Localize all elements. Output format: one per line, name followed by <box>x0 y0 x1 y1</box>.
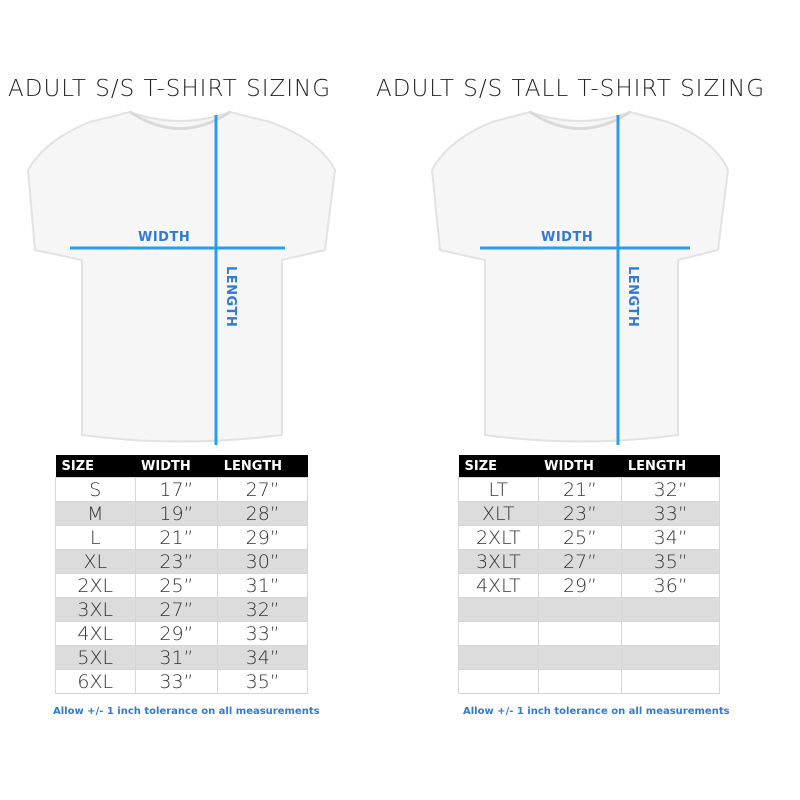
table-cell <box>458 597 539 622</box>
table-row <box>458 669 720 694</box>
table-row: S 17” 27” <box>55 477 308 502</box>
column-header: SIZE <box>55 455 136 478</box>
table-cell: 29” <box>134 621 219 646</box>
table-row: M 19” 28” <box>55 501 308 526</box>
table-cell: 32” <box>621 477 720 502</box>
table-cell <box>537 597 623 622</box>
table-cell: 27” <box>537 549 623 574</box>
table-cell <box>621 597 720 622</box>
table-cell: 27” <box>134 597 219 622</box>
table-cell: XL <box>55 549 136 574</box>
table-cell <box>537 669 623 694</box>
column-header: WIDTH <box>135 455 218 478</box>
column-header: WIDTH <box>538 455 622 478</box>
table-row: 2XLT 25” 34” <box>458 525 720 550</box>
table-cell: 32” <box>217 597 308 622</box>
table-cell <box>621 621 720 646</box>
table-row: 3XLT 27” 35” <box>458 549 720 574</box>
length-label-left: LENGTH <box>223 266 238 328</box>
table-row: 2XL 25” 31” <box>55 573 308 598</box>
table-row: XL 23” 30” <box>55 549 308 574</box>
table-cell: 30” <box>217 549 308 574</box>
left-title: ADULT S/S T-SHIRT SIZING <box>8 76 332 102</box>
table-cell: 3XLT <box>458 549 539 574</box>
table-cell: L <box>55 525 136 550</box>
tshirt-image-right <box>430 110 730 445</box>
table-cell: 21” <box>537 477 623 502</box>
table-cell: 29” <box>217 525 308 550</box>
table-cell: 31” <box>217 573 308 598</box>
table-cell: 27” <box>217 477 308 502</box>
table-cell <box>458 645 539 670</box>
table-cell: LT <box>458 477 539 502</box>
table-header-row: SIZE WIDTH LENGTH <box>458 455 720 478</box>
table-row: L 21” 29” <box>55 525 308 550</box>
table-cell: 35” <box>621 549 720 574</box>
table-cell <box>537 645 623 670</box>
table-cell: 31” <box>134 645 219 670</box>
tolerance-note-right: Allow +/- 1 inch tolerance on all measur… <box>463 706 730 717</box>
table-cell: 35” <box>217 669 308 694</box>
tolerance-note-left: Allow +/- 1 inch tolerance on all measur… <box>53 706 320 717</box>
right-title: ADULT S/S TALL T-SHIRT SIZING <box>376 76 766 102</box>
width-label-left: WIDTH <box>138 230 191 245</box>
table-cell: 6XL <box>55 669 136 694</box>
width-label-right: WIDTH <box>541 230 594 245</box>
table-cell <box>621 645 720 670</box>
table-cell: S <box>55 477 136 502</box>
column-header: SIZE <box>458 455 539 478</box>
table-cell: 34” <box>217 645 308 670</box>
table-cell: 23” <box>134 549 219 574</box>
table-cell: 17” <box>134 477 219 502</box>
table-row <box>458 597 720 622</box>
table-header-row: SIZE WIDTH LENGTH <box>55 455 308 478</box>
table-cell: 2XLT <box>458 525 539 550</box>
table-row: 4XL 29” 33” <box>55 621 308 646</box>
table-cell: 36” <box>621 573 720 598</box>
table-row: 3XL 27” 32” <box>55 597 308 622</box>
table-cell: 5XL <box>55 645 136 670</box>
table-cell: 19” <box>134 501 219 526</box>
table-cell <box>458 669 539 694</box>
table-cell: 4XL <box>55 621 136 646</box>
table-row: 5XL 31” 34” <box>55 645 308 670</box>
table-row <box>458 621 720 646</box>
table-cell: 23” <box>537 501 623 526</box>
table-cell: 33” <box>217 621 308 646</box>
table-cell: 33” <box>621 501 720 526</box>
size-table-right: SIZE WIDTH LENGTH LT 21” 32” XLT 23” 33” 2XLT 25” 3… <box>458 455 720 694</box>
table-cell: 25” <box>537 525 623 550</box>
column-header: LENGTH <box>217 455 308 478</box>
table-cell: 29” <box>537 573 623 598</box>
table-cell: M <box>55 501 136 526</box>
table-cell <box>537 621 623 646</box>
table-cell: XLT <box>458 501 539 526</box>
table-cell: 21” <box>134 525 219 550</box>
table-row: 4XLT 29” 36” <box>458 573 720 598</box>
table-cell <box>621 669 720 694</box>
length-label-right: LENGTH <box>625 266 640 328</box>
table-cell: 28” <box>217 501 308 526</box>
table-cell: 34” <box>621 525 720 550</box>
table-row: XLT 23” 33” <box>458 501 720 526</box>
tshirt-image-left <box>26 110 337 445</box>
table-cell: 25” <box>134 573 219 598</box>
table-cell: 33” <box>134 669 219 694</box>
table-cell <box>458 621 539 646</box>
column-header: LENGTH <box>621 455 720 478</box>
table-row: 6XL 33” 35” <box>55 669 308 694</box>
table-cell: 2XL <box>55 573 136 598</box>
size-table-left: SIZE WIDTH LENGTH S 17” 27” M 19” 28” L 21” 29” XL 23… <box>55 455 308 694</box>
table-cell: 3XL <box>55 597 136 622</box>
table-cell: 4XLT <box>458 573 539 598</box>
table-row <box>458 645 720 670</box>
table-row: LT 21” 32” <box>458 477 720 502</box>
